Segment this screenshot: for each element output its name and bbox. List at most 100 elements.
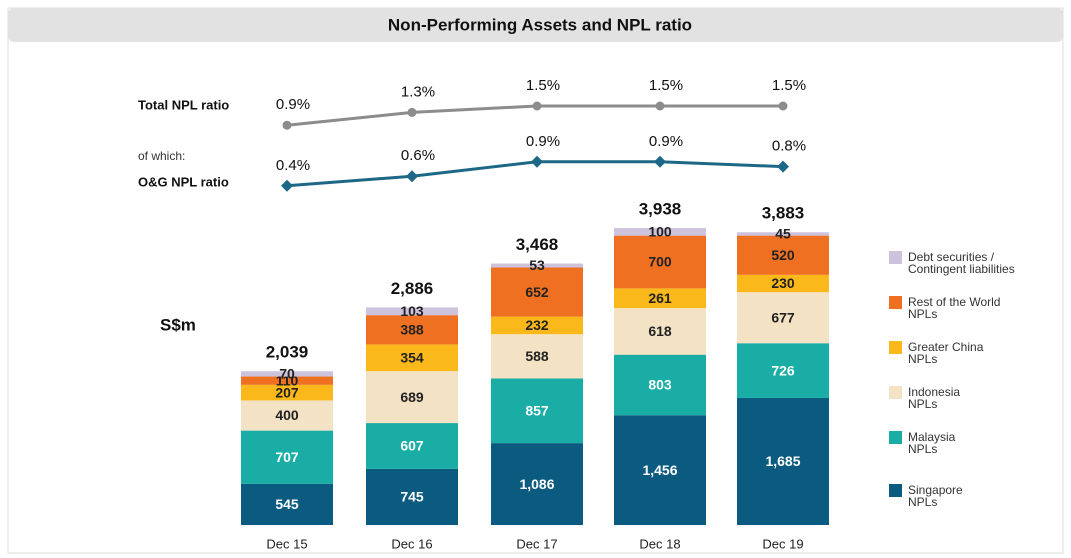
data-label: 700 <box>648 254 672 270</box>
data-label: 857 <box>525 403 549 419</box>
bar-segment <box>241 376 333 385</box>
chart-title: Non-Performing Assets and NPL ratio <box>388 15 692 34</box>
bar-segment <box>737 292 829 344</box>
total-label: 2,886 <box>391 279 434 298</box>
bar-segment <box>491 263 583 268</box>
ratio-label: 1.5% <box>772 77 806 94</box>
data-label: 261 <box>648 290 672 306</box>
bar-segment <box>491 316 583 335</box>
series-prefix: of which: <box>138 149 185 163</box>
legend-label: Rest of the World NPLs <box>908 295 1001 321</box>
line-marker <box>407 107 417 117</box>
x-tick-label: Dec 17 <box>516 536 557 551</box>
legend-label: Malaysia NPLs <box>908 430 956 456</box>
ratio-label: 0.9% <box>276 96 310 113</box>
bar-segment <box>737 343 829 398</box>
bar-segment <box>241 483 333 525</box>
ratio-label: 1.5% <box>526 77 560 94</box>
x-tick-label: Dec 16 <box>391 536 432 551</box>
legend-swatch <box>889 341 902 354</box>
total-label: 3,883 <box>762 204 805 223</box>
data-label: 207 <box>275 384 299 400</box>
line-marker <box>281 179 293 192</box>
x-tick-label: Dec 15 <box>266 536 307 551</box>
legend-swatch <box>889 431 902 444</box>
bar-segment <box>366 307 458 316</box>
line-marker <box>777 160 789 173</box>
data-label: 354 <box>400 349 424 365</box>
bar-segment <box>614 288 706 309</box>
data-label: 545 <box>275 496 299 512</box>
data-label: 53 <box>529 257 545 273</box>
bar-segment <box>737 235 829 275</box>
bar-segment <box>366 468 458 525</box>
line-marker <box>282 120 292 130</box>
bar-segment <box>614 235 706 289</box>
data-label: 707 <box>275 449 299 465</box>
bar-segment <box>491 267 583 317</box>
bar-segment <box>241 384 333 401</box>
data-label: 607 <box>400 438 424 454</box>
total-label: 3,938 <box>639 200 682 219</box>
data-label: 1,086 <box>519 476 554 492</box>
data-label: 388 <box>400 321 424 337</box>
ratio-label: 0.6% <box>401 147 435 164</box>
legend-swatch <box>889 296 902 309</box>
data-label: 677 <box>771 309 795 325</box>
bar-segment <box>614 308 706 355</box>
line-marker <box>406 170 418 183</box>
legend-label: Singapore NPLs <box>908 483 963 509</box>
data-label: 230 <box>771 275 795 291</box>
data-label: 520 <box>771 247 795 263</box>
bar-segment <box>366 344 458 372</box>
ratio-label: 0.4% <box>276 157 310 174</box>
bar-segment <box>366 423 458 469</box>
data-label: 745 <box>400 489 424 505</box>
bar-segment <box>366 371 458 424</box>
bar-segment <box>737 232 829 236</box>
line-marker <box>532 101 542 111</box>
ratio-label: 0.9% <box>649 133 683 150</box>
bar-segment <box>737 274 829 293</box>
total-label: 2,039 <box>266 343 309 362</box>
data-label: 70 <box>279 366 295 382</box>
bar-segment <box>491 443 583 525</box>
data-label: 689 <box>400 389 424 405</box>
x-tick-label: Dec 19 <box>762 536 803 551</box>
data-label: 652 <box>525 284 549 300</box>
legend-swatch <box>889 484 902 497</box>
legend-label: Debt securities / Contingent liabilities <box>908 250 1015 276</box>
data-label: 588 <box>525 348 549 364</box>
bar-segment <box>614 354 706 416</box>
bar-segment <box>491 378 583 444</box>
data-label: 100 <box>648 224 672 240</box>
bar-segment <box>737 397 829 525</box>
data-label: 726 <box>771 362 795 378</box>
line-marker <box>655 101 665 111</box>
data-label: 1,456 <box>642 462 677 478</box>
x-tick-label: Dec 18 <box>639 536 680 551</box>
data-label: 803 <box>648 377 672 393</box>
legend-swatch <box>889 251 902 264</box>
series-label: O&G NPL ratio <box>138 174 229 189</box>
series-label: Total NPL ratio <box>138 97 229 112</box>
data-label: 232 <box>525 317 549 333</box>
unit-label: S$m <box>160 315 196 334</box>
line-marker <box>531 155 543 168</box>
bar-segment <box>366 315 458 345</box>
data-label: 400 <box>275 407 299 423</box>
data-label: 618 <box>648 323 672 339</box>
data-label: 103 <box>400 303 424 319</box>
line-marker <box>654 155 666 168</box>
bar-segment <box>491 334 583 379</box>
ratio-label: 0.8% <box>772 138 806 155</box>
ratio-label: 1.5% <box>649 77 683 94</box>
ratio-label: 0.9% <box>526 133 560 150</box>
line-marker <box>778 101 788 111</box>
legend-label: Indonesia NPLs <box>908 385 961 411</box>
bar-segment <box>614 228 706 236</box>
bar-segment <box>614 415 706 525</box>
bar-segment <box>241 371 333 377</box>
